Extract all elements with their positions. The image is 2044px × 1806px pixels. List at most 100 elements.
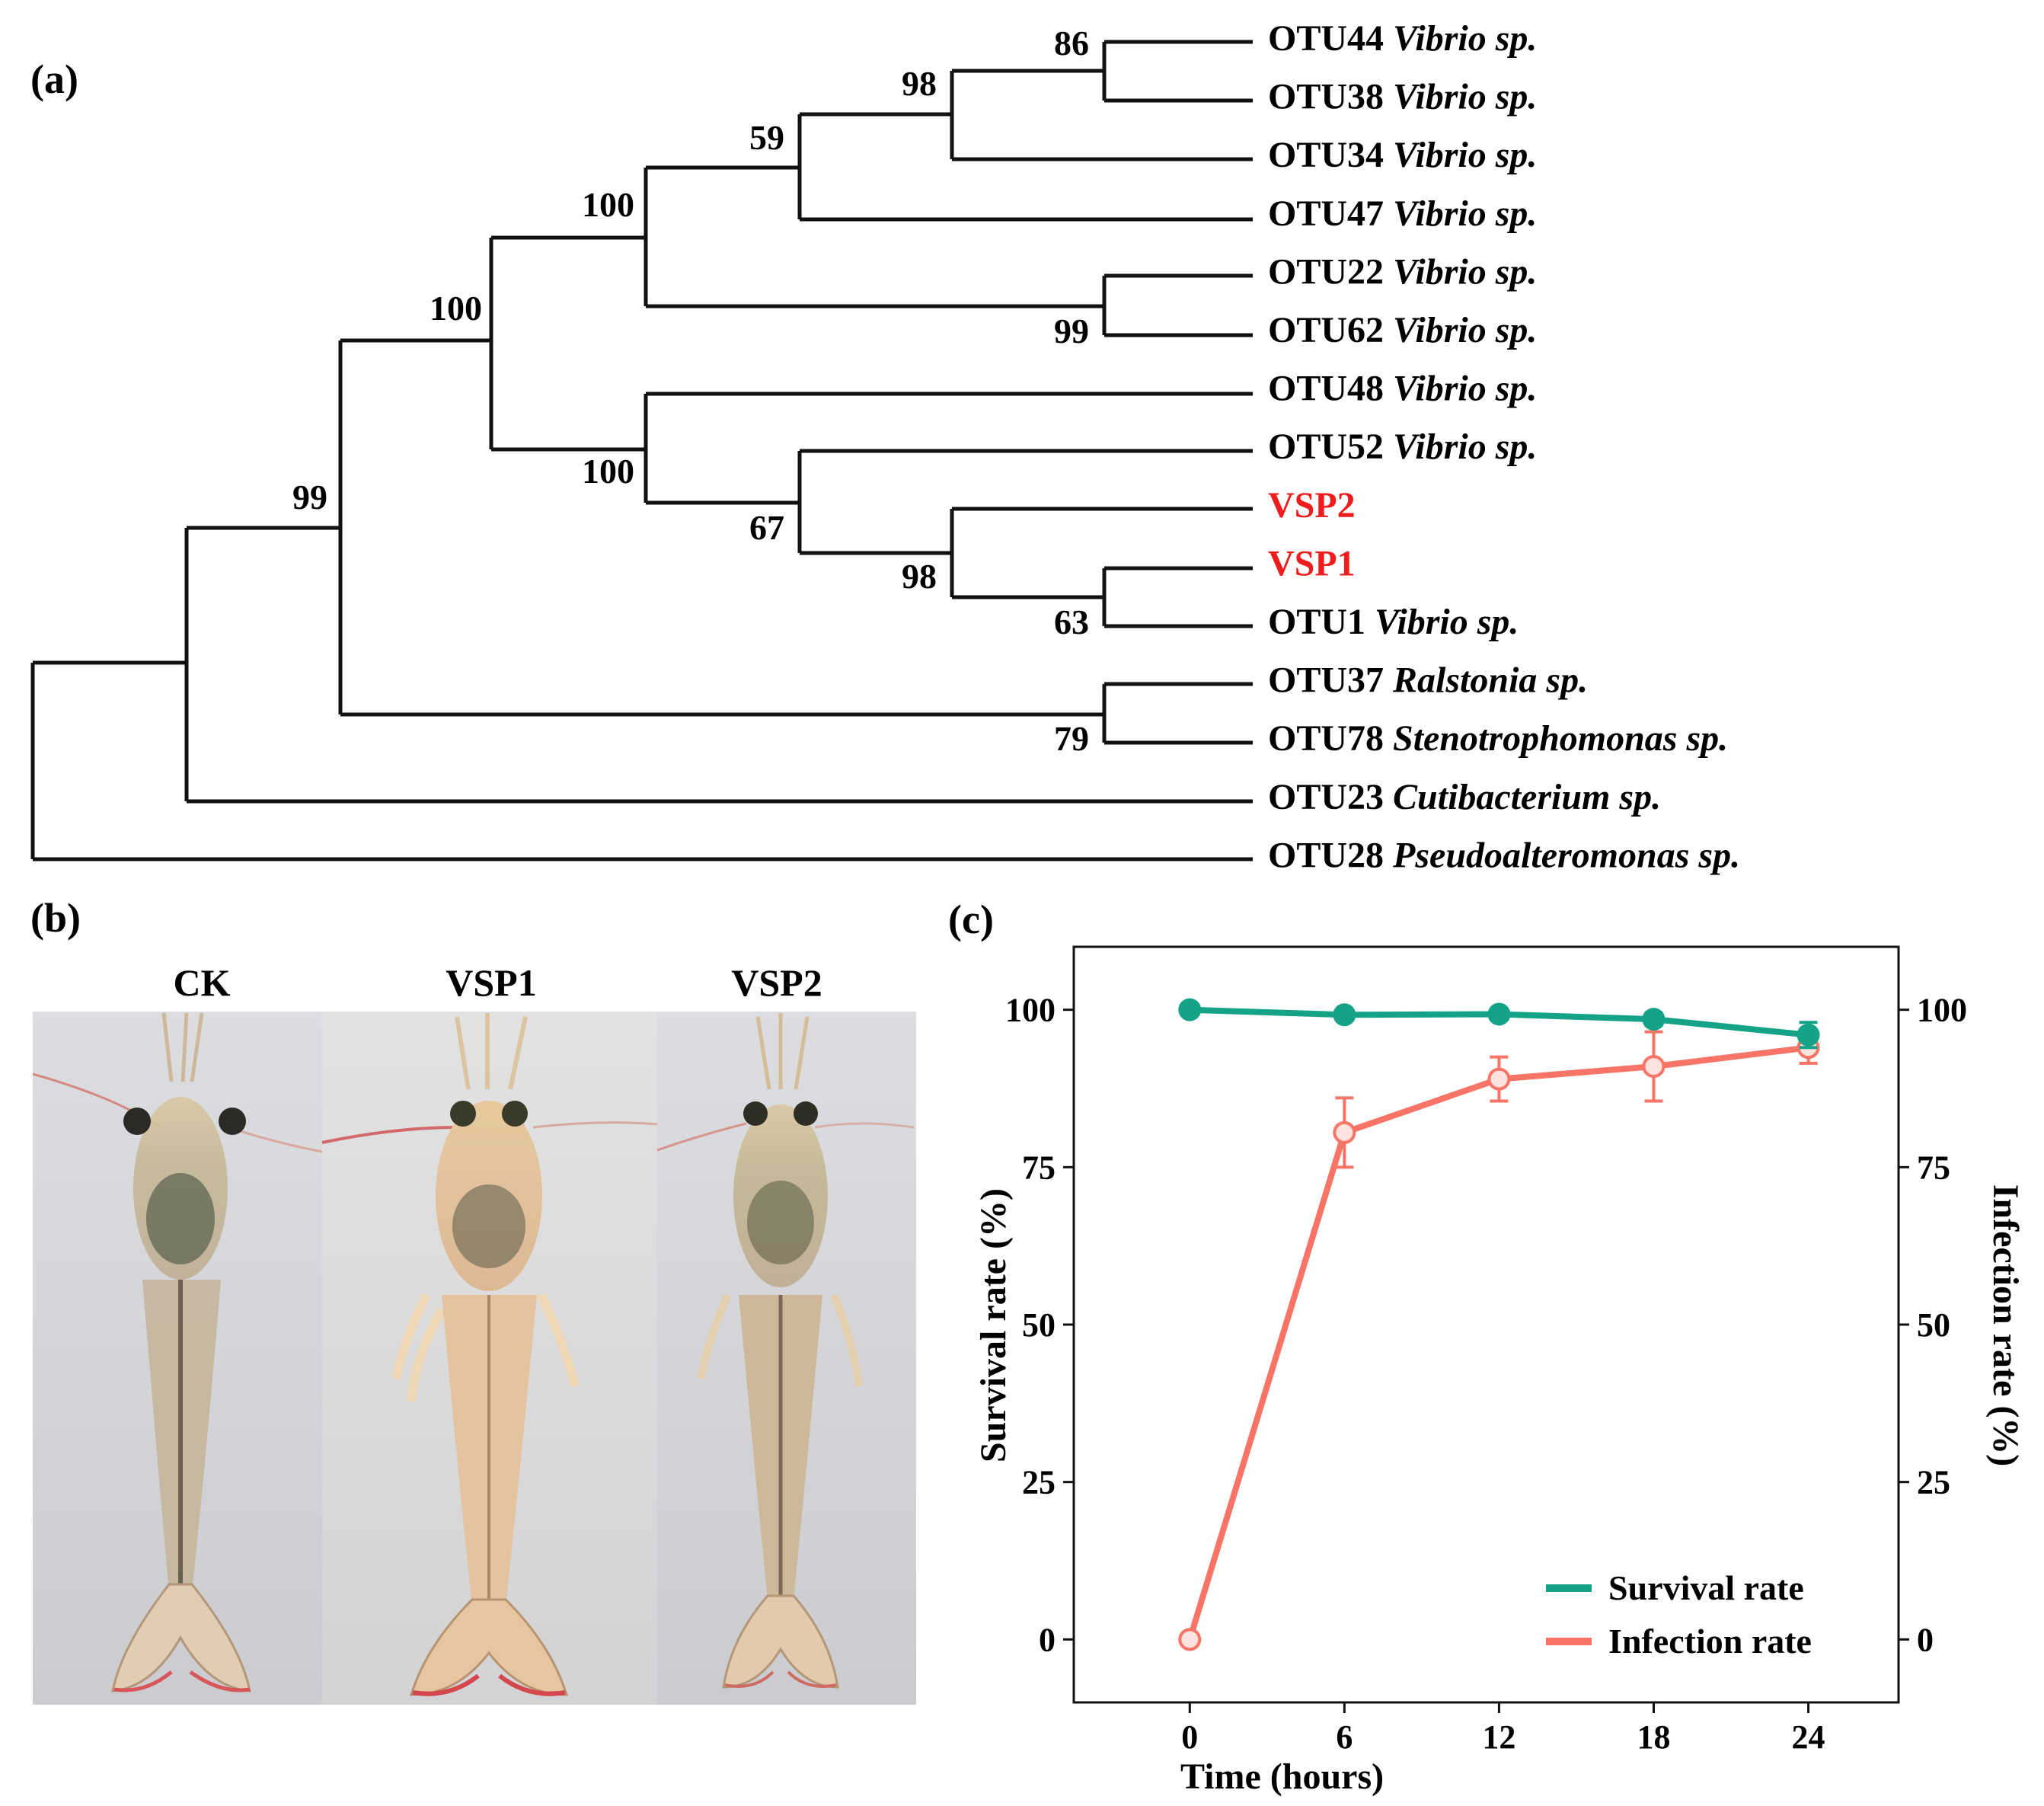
leaf-genus: Cutibacterium sp.: [1384, 777, 1661, 817]
y-tick-label-left: 50: [1022, 1306, 1056, 1344]
shrimp-photo-ck: [32, 1012, 323, 1705]
leaf-id: OTU38: [1268, 77, 1384, 117]
data-point-survival: [1487, 1002, 1511, 1026]
legend-label-survival: Survival rate: [1608, 1568, 1804, 1607]
data-point-infection: [1333, 1120, 1356, 1144]
leaf-id: OTU44: [1268, 18, 1384, 59]
panel-label-b: (b): [30, 895, 81, 941]
x-tick-label: 18: [1637, 1718, 1670, 1756]
tree-leaf-label: OTU62 Vibrio sp.: [1268, 310, 1537, 350]
leaf-id: OTU52: [1268, 427, 1384, 467]
x-axis-title: Time (hours): [1180, 1756, 1384, 1797]
bootstrap-value: 79: [1054, 719, 1089, 758]
data-point-survival: [1642, 1008, 1666, 1031]
photo-label-ck: CK: [174, 961, 231, 1004]
leaf-genus: Pseudoalteromonas sp.: [1384, 835, 1740, 875]
shrimp-photos: CK VSP1 VSP2: [32, 961, 916, 1705]
panel-label-c: (c): [948, 897, 994, 942]
tree-leaf-label: OTU38 Vibrio sp.: [1268, 77, 1537, 117]
photo-label-vsp1: VSP1: [446, 961, 536, 1004]
data-point-survival: [1333, 1003, 1356, 1027]
shrimp-photo-vsp1: [321, 1012, 658, 1705]
data-point-infection: [1178, 1628, 1202, 1651]
leaf-genus: Stenotrophomonas sp.: [1384, 718, 1728, 759]
y-tick-label-left: 75: [1022, 1149, 1056, 1186]
tree-leaf-label: OTU28 Pseudoalteromonas sp.: [1268, 835, 1740, 875]
tree-leaf-label: OTU37 Ralstonia sp.: [1268, 660, 1588, 701]
series-line-infection: [1186, 1044, 1809, 1641]
leaf-genus: Vibrio sp.: [1365, 602, 1519, 642]
x-tick-label: 0: [1181, 1718, 1198, 1756]
leaf-genus: Vibrio sp.: [1384, 427, 1537, 467]
bootstrap-value: 100: [430, 289, 482, 328]
y-axis-title-right: Infection rate (%): [1985, 1184, 2026, 1467]
leaf-genus: Vibrio sp.: [1384, 310, 1537, 350]
leaf-genus: Vibrio sp.: [1384, 135, 1537, 175]
y-tick-label-right: 25: [1917, 1464, 1950, 1501]
data-point-survival: [1796, 1023, 1820, 1047]
survival-infection-chart: 0 6 12 18 24 0 25 50 75 100 0 25 50 75 100 Time (hours…: [973, 945, 2026, 1797]
bootstrap-value: 67: [749, 508, 784, 547]
leaf-id: VSP2: [1268, 485, 1356, 526]
shrimp-photo-vsp2: [656, 1012, 916, 1705]
tree-leaf-label: OTU23 Cutibacterium sp.: [1268, 777, 1661, 817]
tree-leaf-label: OTU1 Vibrio sp.: [1268, 602, 1519, 642]
leaf-genus: Vibrio sp.: [1384, 251, 1537, 292]
tree-leaf-label: OTU22 Vibrio sp.: [1268, 251, 1537, 292]
leaf-genus: Ralstonia sp.: [1384, 660, 1588, 701]
chart-series: [1178, 998, 1820, 1651]
bootstrap-values: 86 98 59 100 99 100 100 67 98 63 99 79: [292, 24, 1089, 758]
y-axis-title-left: Survival rate (%): [973, 1188, 1014, 1462]
tree-leaf-label: OTU44 Vibrio sp.: [1268, 18, 1537, 59]
leaf-genus: Vibrio sp.: [1384, 193, 1537, 234]
data-point-infection: [1487, 1067, 1511, 1091]
bootstrap-value: 99: [292, 478, 327, 516]
y-tick-label-left: 100: [1005, 992, 1056, 1029]
x-tick-label: 12: [1482, 1718, 1515, 1756]
bootstrap-value: 98: [902, 64, 937, 103]
x-tick-label: 6: [1336, 1718, 1353, 1756]
photo-label-vsp2: VSP2: [731, 961, 822, 1004]
chart-legend: Survival rate Infection rate: [1546, 1568, 1812, 1661]
y-tick-label-right: 100: [1917, 992, 1967, 1029]
leaf-id: OTU78: [1268, 718, 1384, 759]
leaf-id: OTU37: [1268, 660, 1384, 701]
leaf-id: VSP1: [1268, 543, 1356, 583]
y-tick-label-left: 0: [1039, 1621, 1056, 1658]
data-point-infection: [1642, 1055, 1666, 1079]
bootstrap-value: 99: [1054, 312, 1089, 350]
leaf-id: OTU23: [1268, 777, 1384, 817]
tree-leaf-label: VSP1: [1268, 543, 1356, 583]
tree-leaf-label: OTU48 Vibrio sp.: [1268, 369, 1537, 409]
leaf-id: OTU48: [1268, 369, 1384, 409]
tree-leaf-labels: OTU44 Vibrio sp.OTU38 Vibrio sp.OTU34 Vi…: [1268, 18, 1740, 875]
x-tick-label: 24: [1792, 1718, 1825, 1756]
bootstrap-value: 59: [749, 118, 784, 157]
leaf-id: OTU22: [1268, 251, 1384, 292]
leaf-id: OTU62: [1268, 310, 1384, 350]
y-tick-label-right: 50: [1917, 1306, 1950, 1344]
phylogenetic-tree: 86 98 59 100 99 100 100 67 98 63 99 79 O…: [30, 18, 1740, 875]
tree-leaf-label: OTU34 Vibrio sp.: [1268, 135, 1537, 175]
leaf-genus: Vibrio sp.: [1384, 369, 1537, 409]
leaf-id: OTU1: [1268, 602, 1365, 642]
tree-leaf-label: OTU47 Vibrio sp.: [1268, 193, 1537, 234]
data-point-survival: [1178, 998, 1202, 1021]
bootstrap-value: 100: [582, 452, 634, 491]
y-tick-label-left: 25: [1022, 1464, 1056, 1501]
bootstrap-value: 86: [1054, 24, 1089, 62]
tree-leaf-label: OTU52 Vibrio sp.: [1268, 427, 1537, 467]
leaf-id: OTU28: [1268, 835, 1384, 875]
y-tick-label-right: 75: [1917, 1149, 1950, 1186]
leaf-id: OTU47: [1268, 193, 1384, 234]
chart-ticks: 0 6 12 18 24 0 25 50 75 100 0 25 50 75 100: [1005, 992, 1967, 1756]
tree-branches: [30, 40, 1253, 861]
leaf-genus: Vibrio sp.: [1384, 18, 1537, 59]
bootstrap-value: 100: [582, 185, 634, 224]
leaf-id: OTU34: [1268, 135, 1384, 175]
y-tick-label-right: 0: [1917, 1621, 1934, 1658]
panel-label-a: (a): [30, 56, 78, 102]
tree-leaf-label: OTU78 Stenotrophomonas sp.: [1268, 718, 1728, 759]
bootstrap-value: 98: [902, 557, 937, 596]
